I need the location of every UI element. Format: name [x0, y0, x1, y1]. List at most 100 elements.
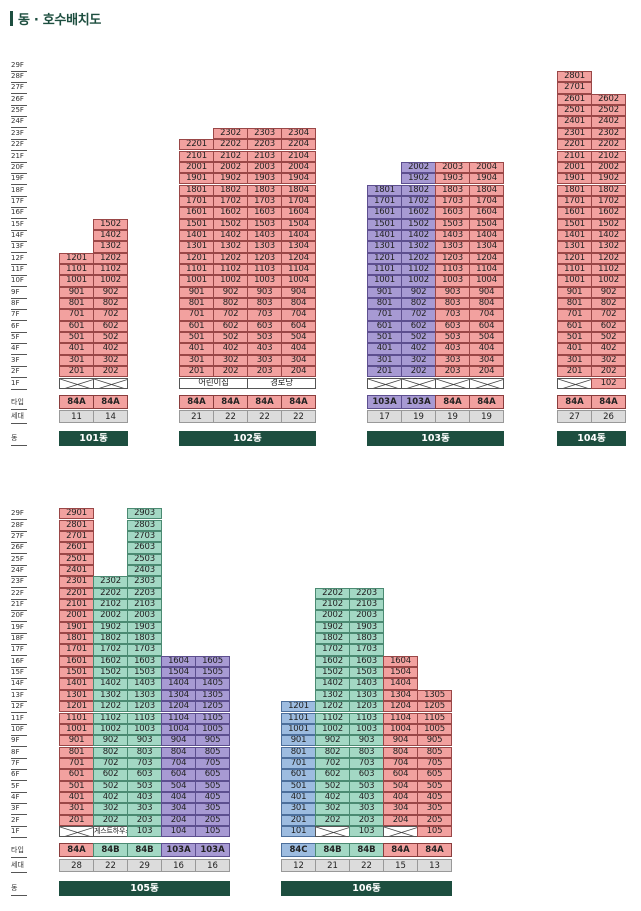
dong-label: 101동	[59, 431, 128, 446]
type-cell: 84A	[179, 395, 214, 409]
unit-cell: 2001	[557, 161, 592, 174]
piloti-cell	[383, 826, 418, 838]
households-cell: 21	[179, 410, 214, 423]
floor-label: 24F	[11, 116, 27, 129]
unit-cell: 1901	[179, 173, 214, 185]
unit-cell: 201	[557, 366, 592, 378]
floor-label: 2F	[11, 815, 27, 827]
floor-label: 20F	[11, 610, 27, 623]
unit-cell: 503	[127, 780, 162, 792]
unit-cell: 2201	[59, 587, 94, 599]
unit-cell: 902	[591, 286, 626, 298]
unit-cell: 1401	[367, 229, 402, 242]
unit-cell: 2002	[315, 610, 350, 622]
unit-cell: 501	[59, 780, 94, 792]
unit-cell: 1304	[383, 689, 418, 702]
row-label-households: 세대	[11, 859, 27, 873]
unit-cell: 1202	[315, 701, 350, 713]
unit-cell: 1704	[469, 195, 504, 208]
unit-cell: 2002	[401, 161, 436, 174]
floor-label: 6F	[11, 321, 27, 333]
floor-label: 26F	[11, 94, 27, 106]
floor-label: 7F	[11, 309, 27, 322]
unit-cell: 204	[161, 814, 196, 826]
households-cell: 29	[127, 859, 162, 872]
unit-cell: 1702	[93, 644, 128, 656]
unit-cell: 1401	[179, 229, 214, 242]
unit-cell: 1101	[281, 712, 316, 724]
unit-cell: 603	[435, 320, 470, 333]
unit-cell: 1003	[247, 275, 282, 287]
unit-cell: 1801	[179, 184, 214, 196]
unit-cell: 2502	[591, 105, 626, 117]
unit-cell: 902	[401, 286, 436, 298]
unit-cell: 2602	[591, 93, 626, 106]
unit-cell: 1605	[195, 655, 230, 668]
floor-label: 2F	[11, 366, 27, 379]
unit-cell: 1901	[59, 621, 94, 633]
unit-cell: 404	[469, 343, 504, 355]
floor-label: 8F	[11, 747, 27, 759]
unit-cell: 1002	[591, 275, 626, 287]
unit-cell: 1601	[367, 207, 402, 219]
unit-cell: 1501	[367, 218, 402, 230]
unit-cell: 1901	[557, 173, 592, 185]
unit-cell: 1802	[315, 633, 350, 645]
unit-cell: 203	[247, 366, 282, 378]
title-bar-icon	[10, 10, 13, 26]
page-title: 동 · 호수배치도	[10, 8, 101, 28]
unit-cell: 1204	[469, 252, 504, 264]
type-cell: 103A	[161, 843, 196, 857]
floor-label: 6F	[11, 769, 27, 782]
unit-cell: 1302	[93, 689, 128, 702]
households-cell: 11	[59, 410, 94, 423]
unit-cell: 1105	[417, 712, 452, 724]
floor-label: 19F	[11, 622, 27, 634]
type-cell: 84A	[435, 395, 470, 409]
unit-cell: 2202	[315, 587, 350, 599]
unit-cell: 2102	[93, 599, 128, 611]
floor-label: 1F	[11, 826, 27, 838]
piloti-cell	[367, 377, 402, 389]
unit-cell: 1702	[401, 195, 436, 208]
unit-cell: 1903	[349, 621, 384, 633]
unit-cell: 203	[349, 814, 384, 826]
unit-cell: 302	[401, 354, 436, 367]
unit-cell: 1701	[179, 195, 214, 208]
unit-cell: 703	[247, 309, 282, 321]
unit-cell: 1004	[161, 723, 196, 736]
unit-cell: 1004	[469, 275, 504, 287]
unit-cell: 901	[367, 286, 402, 298]
unit-cell: 401	[281, 791, 316, 804]
unit-cell: 801	[179, 298, 214, 310]
unit-cell: 701	[281, 757, 316, 770]
dong-label: 102동	[179, 431, 316, 446]
unit-cell: 302	[93, 803, 128, 815]
unit-cell: 2601	[557, 93, 592, 106]
unit-cell: 804	[383, 746, 418, 758]
unit-cell: 803	[435, 298, 470, 310]
unit-cell: 402	[591, 343, 626, 355]
unit-cell: 902	[315, 735, 350, 747]
unit-cell: 201	[281, 814, 316, 826]
unit-cell: 501	[557, 332, 592, 344]
unit-cell: 204	[281, 366, 316, 378]
unit-cell: 901	[557, 286, 592, 298]
unit-cell: 2004	[281, 161, 316, 174]
unit-cell: 402	[93, 791, 128, 804]
dong-label: 103동	[367, 431, 504, 446]
unit-cell: 2004	[469, 161, 504, 174]
unit-cell: 2402	[591, 116, 626, 128]
unit-cell: 1604	[383, 655, 418, 668]
unit-cell: 1501	[59, 667, 94, 679]
unit-cell: 904	[383, 735, 418, 747]
type-cell: 84B	[315, 843, 350, 857]
type-cell: 84A	[59, 395, 94, 409]
unit-cell: 204	[383, 814, 418, 826]
unit-cell: 1004	[383, 723, 418, 736]
unit-cell: 1404	[161, 678, 196, 690]
unit-cell: 1702	[591, 195, 626, 208]
unit-cell: 1102	[401, 264, 436, 276]
unit-cell: 2002	[591, 161, 626, 174]
households-cell: 28	[59, 859, 94, 872]
